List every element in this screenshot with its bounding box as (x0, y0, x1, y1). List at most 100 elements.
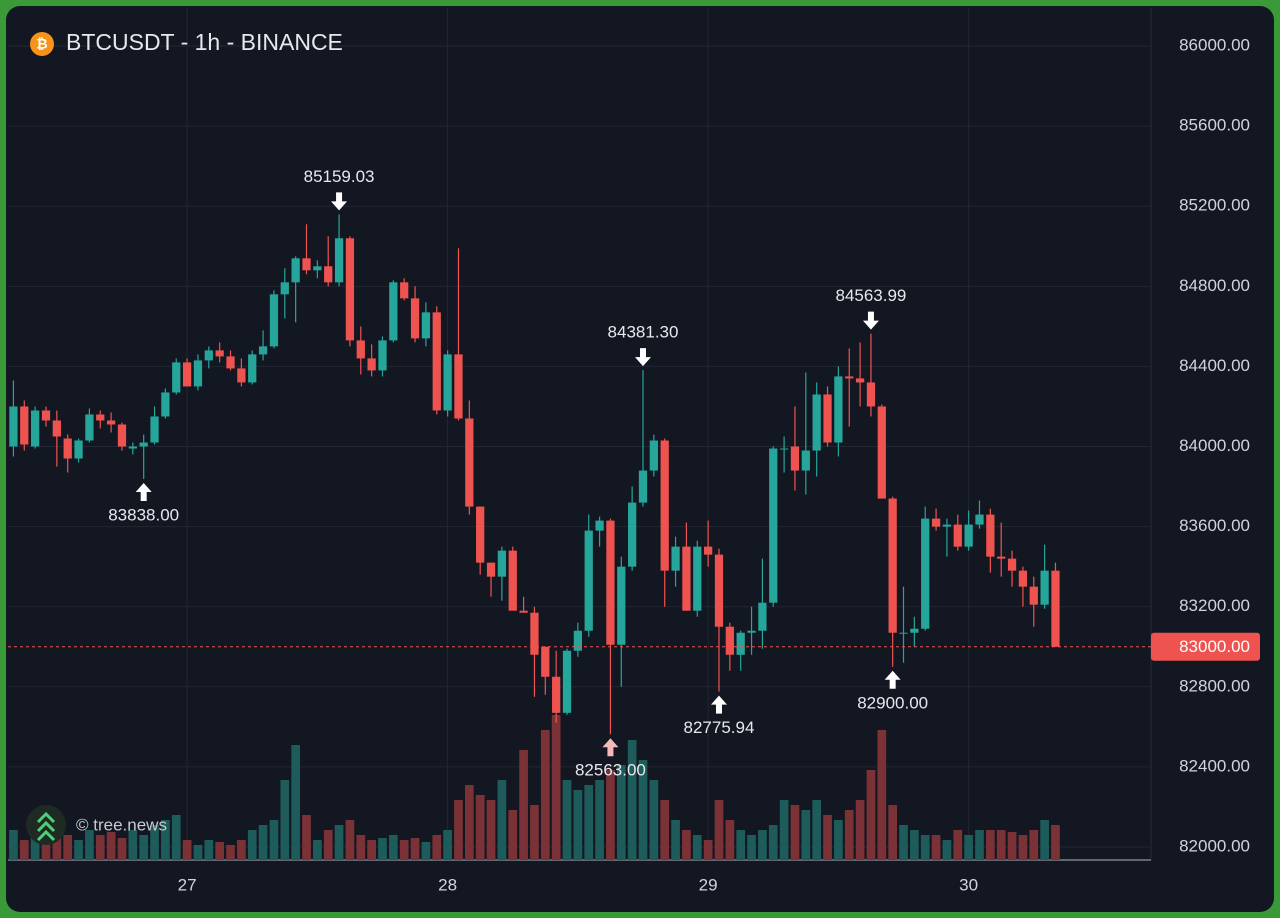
candle-body (476, 506, 485, 563)
volume-bar (736, 830, 746, 860)
volume-bar (9, 830, 18, 860)
candle-body (237, 368, 246, 383)
volume-bar (52, 825, 62, 860)
volume-bar (638, 760, 648, 860)
candle-body (562, 650, 572, 713)
candle-body (834, 376, 843, 443)
candle-body (682, 546, 691, 611)
candle-body (725, 626, 734, 655)
candle-body (421, 312, 431, 339)
volume-bar (1051, 825, 1060, 860)
volume-bar (519, 750, 528, 860)
volume-bar (790, 805, 800, 860)
candle-body (31, 410, 40, 447)
candle-body (530, 612, 539, 655)
candle-body (638, 470, 648, 503)
candle-body (812, 394, 821, 451)
annotation-arrow (884, 670, 901, 689)
y-tick-label: 85200.00 (1179, 196, 1250, 215)
volume-bar (508, 810, 518, 860)
y-tick-label: 82800.00 (1179, 676, 1250, 695)
candle-body (986, 514, 995, 557)
volume-bar (986, 830, 995, 860)
candle-body (866, 382, 876, 407)
candle-body (258, 346, 268, 355)
volume-bar (497, 780, 507, 860)
y-tick-label: 84000.00 (1179, 436, 1250, 455)
volume-bar (953, 830, 963, 860)
candles (9, 214, 1060, 735)
volume-bar (1007, 832, 1017, 860)
candle-body (1007, 558, 1017, 571)
annotation-arrow (862, 311, 879, 330)
volume-bar (812, 800, 822, 860)
y-tick-label: 83200.00 (1179, 596, 1250, 615)
volume-bar (443, 830, 452, 860)
candle-body (888, 498, 897, 633)
volume-bar (258, 825, 268, 860)
volume-bar (63, 835, 73, 860)
annotation-arrow (710, 695, 727, 714)
volume-bar (768, 825, 778, 860)
volume-bar (692, 835, 702, 860)
annotation-label: 82563.00 (575, 761, 646, 780)
candle-body (899, 632, 908, 634)
volume-bar (95, 835, 105, 860)
volume-bar (128, 830, 138, 860)
annotation-label: 82900.00 (857, 693, 928, 712)
watermark: © tree.news (76, 815, 167, 834)
candle-body (508, 550, 517, 611)
y-tick-label: 82400.00 (1179, 756, 1250, 775)
x-tick-label: 30 (959, 875, 978, 894)
candle-body (410, 298, 420, 339)
candle-body (769, 448, 778, 603)
candle-body (573, 630, 582, 651)
candle-body (248, 354, 257, 383)
candle-body (1029, 586, 1038, 605)
candle-body (389, 282, 398, 341)
candle-body (1040, 570, 1049, 605)
volume-bar (573, 790, 583, 860)
candle-body (486, 562, 496, 577)
volume-bar (367, 840, 376, 860)
volume-bar (725, 820, 735, 860)
candle-body (606, 520, 615, 645)
volume-bar (150, 825, 159, 860)
annotation-label: 84381.30 (608, 323, 679, 342)
candle-body (823, 394, 832, 443)
candle-body (356, 340, 365, 359)
candle-body (855, 378, 865, 383)
candle-body (96, 414, 105, 421)
candle-body (1018, 570, 1028, 587)
volume-bar (280, 780, 290, 860)
candle-body (172, 362, 181, 393)
volume-bar (378, 838, 387, 860)
y-tick-label: 84400.00 (1179, 356, 1250, 375)
annotation-label: 82775.94 (684, 718, 755, 737)
volume-bar (237, 840, 246, 860)
y-tick-label: 84800.00 (1179, 276, 1250, 295)
candle-body (747, 630, 756, 633)
volume-bar (530, 805, 539, 860)
volume-bar (74, 840, 83, 860)
volume-bar (931, 835, 941, 860)
volume-bar (801, 810, 811, 860)
candle-body (85, 414, 94, 441)
candle-body (302, 258, 311, 271)
candle-body (378, 340, 387, 371)
candle-body (649, 440, 658, 471)
chart-title: BTCUSDT - 1h - BINANCE (66, 29, 343, 55)
volume-bar (540, 730, 550, 860)
candle-body (693, 546, 702, 611)
candle-body (215, 350, 224, 357)
volume-bar (606, 770, 615, 860)
volume-bar (975, 830, 984, 860)
candle-body (877, 406, 886, 499)
volume-bar (942, 840, 952, 860)
candle-body (942, 524, 952, 527)
volume-bar (1018, 835, 1028, 860)
volume-bar (30, 835, 40, 860)
volume-bar (616, 765, 626, 860)
candle-body (617, 566, 626, 645)
volume-bar (302, 815, 311, 860)
